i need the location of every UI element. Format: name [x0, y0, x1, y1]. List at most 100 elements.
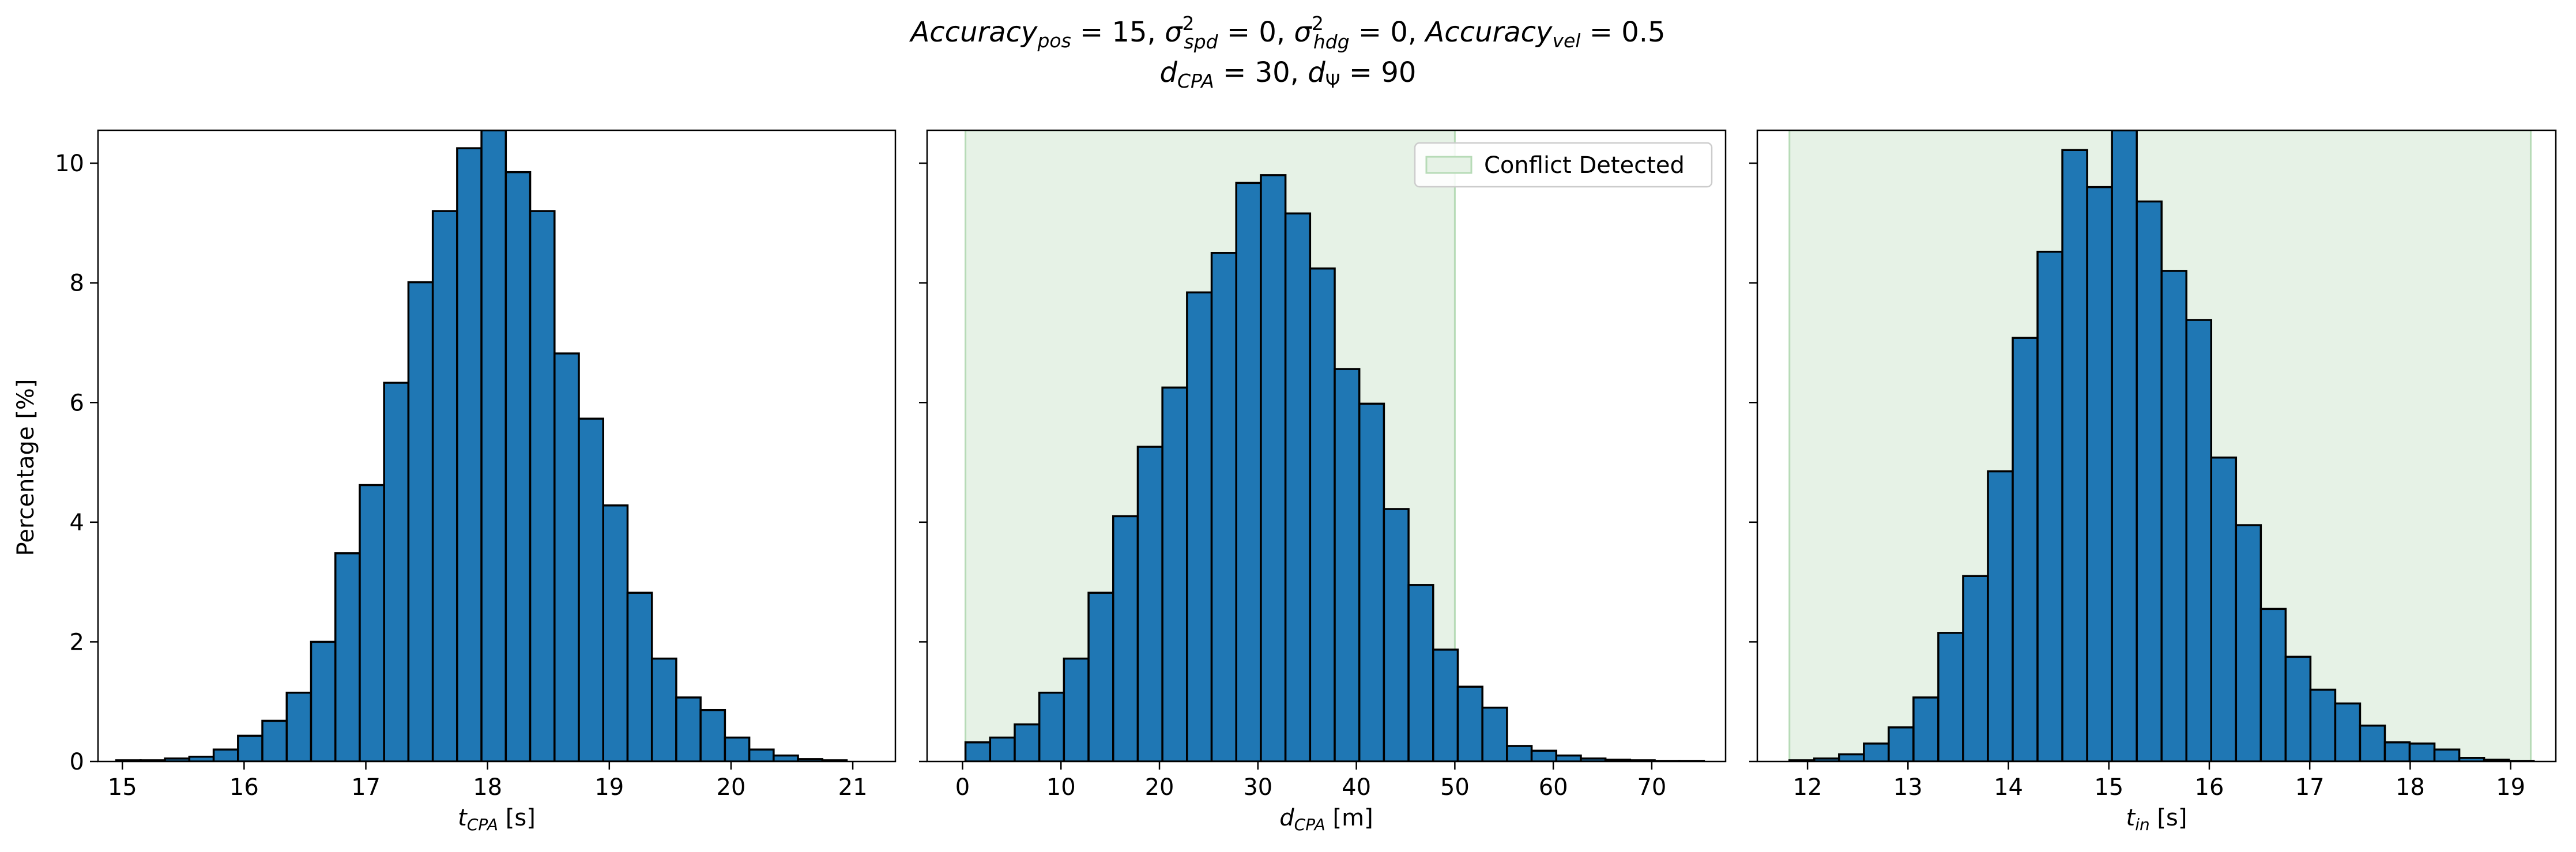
- x-tick-label: 15: [108, 774, 137, 801]
- histogram-bar: [2433, 748, 2461, 761]
- title-value-dcpa: = 30,: [1214, 56, 1308, 89]
- histogram-bar: [773, 754, 799, 761]
- title-value-vel: = 0.5: [1580, 16, 1665, 48]
- title-sub-psi: Ψ: [1325, 70, 1340, 92]
- title-term-accuracy-vel: Accuracy: [1423, 16, 1553, 48]
- histogram-bar: [650, 657, 677, 761]
- histogram-bar: [310, 640, 337, 761]
- legend: Conflict Detected: [1414, 142, 1713, 188]
- histogram-bar: [602, 504, 629, 761]
- x-tick-label: 13: [1893, 774, 1923, 801]
- histogram-bar: [1112, 515, 1139, 761]
- histogram-bar: [553, 352, 580, 761]
- histogram-bar: [2359, 724, 2386, 761]
- y-tick-label: 10: [55, 150, 84, 177]
- title-term-accuracy-pos: Accuracy: [909, 16, 1038, 48]
- histogram-bar: [748, 748, 775, 761]
- histogram-bar: [1383, 508, 1410, 761]
- histogram-bar: [675, 696, 702, 761]
- histogram-bar: [2334, 702, 2362, 761]
- histogram-bar: [2061, 149, 2088, 761]
- histogram-bar: [626, 591, 653, 761]
- histogram-bar: [699, 708, 726, 761]
- histogram-bar: [2408, 742, 2436, 761]
- histogram-bar: [1555, 754, 1582, 761]
- histogram-bar: [407, 281, 434, 761]
- x-tick-label: 0: [955, 774, 970, 801]
- histogram-bar: [1407, 584, 1434, 761]
- x-tick-label: 10: [1046, 774, 1076, 801]
- histogram-bar: [1038, 691, 1065, 761]
- title-term-dcpa: d: [1160, 56, 1178, 89]
- histogram-bar: [578, 417, 605, 761]
- title-sub-pos: pos: [1037, 29, 1071, 52]
- y-tick-label: 4: [70, 510, 84, 536]
- histogram-bar: [456, 147, 483, 761]
- title-term-dpsi: d: [1308, 56, 1325, 89]
- x-tick-label: 20: [1145, 774, 1174, 801]
- histogram-bar: [1838, 753, 1865, 761]
- histogram-bar: [2160, 270, 2187, 761]
- panel-t-in: 12 13 14 15 16 17 18 19 tin [s]: [1749, 129, 2557, 834]
- legend-swatch: [1425, 156, 1472, 174]
- histogram-bar: [480, 130, 507, 761]
- title-value-spd: = 0,: [1218, 16, 1294, 48]
- histogram-bar: [1987, 470, 2014, 761]
- y-tick-label: 6: [70, 390, 84, 416]
- histogram-bar: [529, 210, 556, 761]
- histogram-bar: [1863, 742, 1890, 761]
- histogram-bar: [261, 719, 288, 761]
- histogram-bar: [285, 691, 312, 761]
- histogram-bar: [1937, 632, 1964, 761]
- y-axis-label: Percentage [%]: [13, 379, 39, 556]
- histogram-bar: [2259, 608, 2287, 761]
- x-tick-label: 19: [594, 774, 624, 801]
- histogram-bar: [989, 736, 1016, 761]
- histogram-bar: [1962, 575, 1989, 761]
- title-term-sigma-spd: σ: [1165, 16, 1183, 48]
- histogram-bar: [1284, 212, 1312, 761]
- y-tick-label: 0: [70, 749, 84, 775]
- x-tick-label: 18: [2396, 774, 2425, 801]
- histogram-bar: [2383, 741, 2411, 761]
- x-tick-label: 17: [351, 774, 381, 801]
- histogram-bar: [1888, 726, 1915, 761]
- x-tick-label: 20: [717, 774, 746, 801]
- x-tick-label: 40: [1342, 774, 1371, 801]
- x-tick-label: 18: [473, 774, 502, 801]
- axes-frame: [97, 129, 897, 763]
- histogram-bar: [724, 736, 751, 761]
- title-sub-spd: spd: [1184, 31, 1219, 53]
- x-tick-label: 50: [1440, 774, 1470, 801]
- histogram-bar: [2210, 456, 2238, 761]
- histogram-bar: [2036, 250, 2063, 761]
- plot-area: [964, 130, 1705, 761]
- y-tick-label: 2: [70, 629, 84, 655]
- histogram-bar: [1063, 657, 1090, 761]
- histogram-bar: [2284, 655, 2312, 761]
- x-tick-label: 16: [2195, 774, 2224, 801]
- title-value-hdg: = 0,: [1350, 16, 1426, 48]
- histogram-bar: [1161, 386, 1188, 761]
- title-sup-spd: 2: [1182, 12, 1195, 35]
- histogram-bar: [1530, 749, 1558, 761]
- x-tick-label: 60: [1539, 774, 1568, 801]
- histogram-bar: [2235, 524, 2262, 761]
- histogram-bar: [1309, 267, 1336, 761]
- x-axis-label: tCPA [s]: [458, 805, 536, 834]
- histogram-bar: [1136, 446, 1163, 761]
- histogram-bar: [334, 552, 361, 761]
- title-value-pos: = 15,: [1071, 16, 1165, 48]
- histogram-bar: [359, 484, 385, 761]
- title-term-sigma-hdg: σ: [1294, 16, 1312, 48]
- histogram-bar: [504, 171, 532, 761]
- figure-title-line-2: dCPA = 30, dΨ = 90: [1160, 56, 1417, 92]
- x-tick-label: 17: [2295, 774, 2325, 801]
- x-tick-label: 70: [1637, 774, 1666, 801]
- x-tick-label: 12: [1793, 774, 1822, 801]
- title-sub-hdg: hdg: [1313, 31, 1350, 53]
- x-tick-label: 14: [1994, 774, 2023, 801]
- title-sup-hdg: 2: [1312, 12, 1324, 35]
- histogram-bar: [2136, 200, 2163, 761]
